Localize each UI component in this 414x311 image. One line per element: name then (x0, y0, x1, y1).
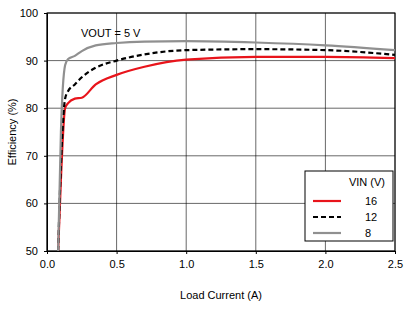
tick: 80 (26, 102, 47, 114)
legend-label: 16 (365, 195, 377, 207)
tick: 0.0 (40, 251, 55, 270)
x-axis-title: Load Current (A) (180, 289, 262, 301)
lines (58, 41, 395, 251)
grid-line-x (186, 13, 187, 251)
grid-line-y (47, 60, 395, 61)
tick-label: 2.5 (388, 258, 403, 270)
series-line (58, 41, 395, 251)
chart: 0.0 0.5 1.0 1.5 2.0 2.5 50 60 70 80 90 100 Load Curr… (0, 0, 414, 311)
axis-line (44, 14, 48, 252)
legend-title: VIN (V) (349, 176, 385, 188)
tick: 60 (26, 197, 47, 209)
tick: 50 (26, 245, 47, 257)
grid-line-y (47, 108, 395, 109)
tick: 2.5 (388, 251, 403, 270)
grid-line-y (47, 155, 395, 156)
annotation: VOUT = 5 V (81, 27, 141, 39)
tick: 0.5 (109, 251, 124, 270)
tick-mark (395, 251, 396, 254)
tick-label: 1.0 (179, 258, 194, 270)
series-line (58, 57, 395, 251)
tick-label: 50 (26, 245, 38, 257)
tick-mark (256, 251, 257, 254)
tick-label: 0.5 (109, 258, 124, 270)
tick-mark (186, 251, 187, 254)
legend-swatch (313, 232, 341, 234)
tick: 70 (26, 150, 47, 162)
tick: 90 (26, 55, 47, 67)
tick-label: 80 (26, 102, 38, 114)
tick-label: 100 (20, 7, 38, 19)
x-axis: 0.0 0.5 1.0 1.5 2.0 2.5 (40, 251, 403, 270)
series-line (58, 49, 395, 251)
legend-label: 8 (365, 227, 371, 239)
y-axis-title: Efficiency (%) (6, 98, 18, 165)
grid-line-x (116, 13, 117, 251)
tick-label: 1.5 (249, 258, 264, 270)
tick-label: 0.0 (40, 258, 55, 270)
legend-box (305, 171, 393, 241)
tick: 1.0 (179, 251, 194, 270)
tick-label: 70 (26, 150, 38, 162)
legend-swatch (313, 200, 341, 202)
tick: 2.0 (318, 251, 333, 270)
tick: 100 (20, 7, 47, 19)
tick-mark (44, 108, 47, 109)
axis-line (48, 252, 396, 255)
tick-label: 90 (26, 55, 38, 67)
tick-label: 2.0 (318, 258, 333, 270)
grid (47, 13, 395, 251)
plot-frame (47, 13, 395, 251)
tick-mark (44, 251, 47, 252)
legend: VIN (V) 16 12 8 (305, 171, 393, 241)
legend-label: 12 (365, 211, 377, 223)
tick: 1.5 (249, 251, 264, 270)
tick-mark (325, 251, 326, 254)
tick-label: 60 (26, 197, 38, 209)
tick-mark (44, 203, 47, 204)
tick-mark (44, 13, 47, 14)
tick-mark (117, 251, 118, 254)
legend-swatch (313, 216, 341, 218)
grid-line-x (255, 13, 256, 251)
tick-mark (44, 61, 47, 62)
tick-mark (44, 156, 47, 157)
plot: 0.0 0.5 1.0 1.5 2.0 2.5 50 60 70 80 90 100 (20, 7, 404, 270)
y-axis: 50 60 70 80 90 100 (20, 7, 48, 257)
